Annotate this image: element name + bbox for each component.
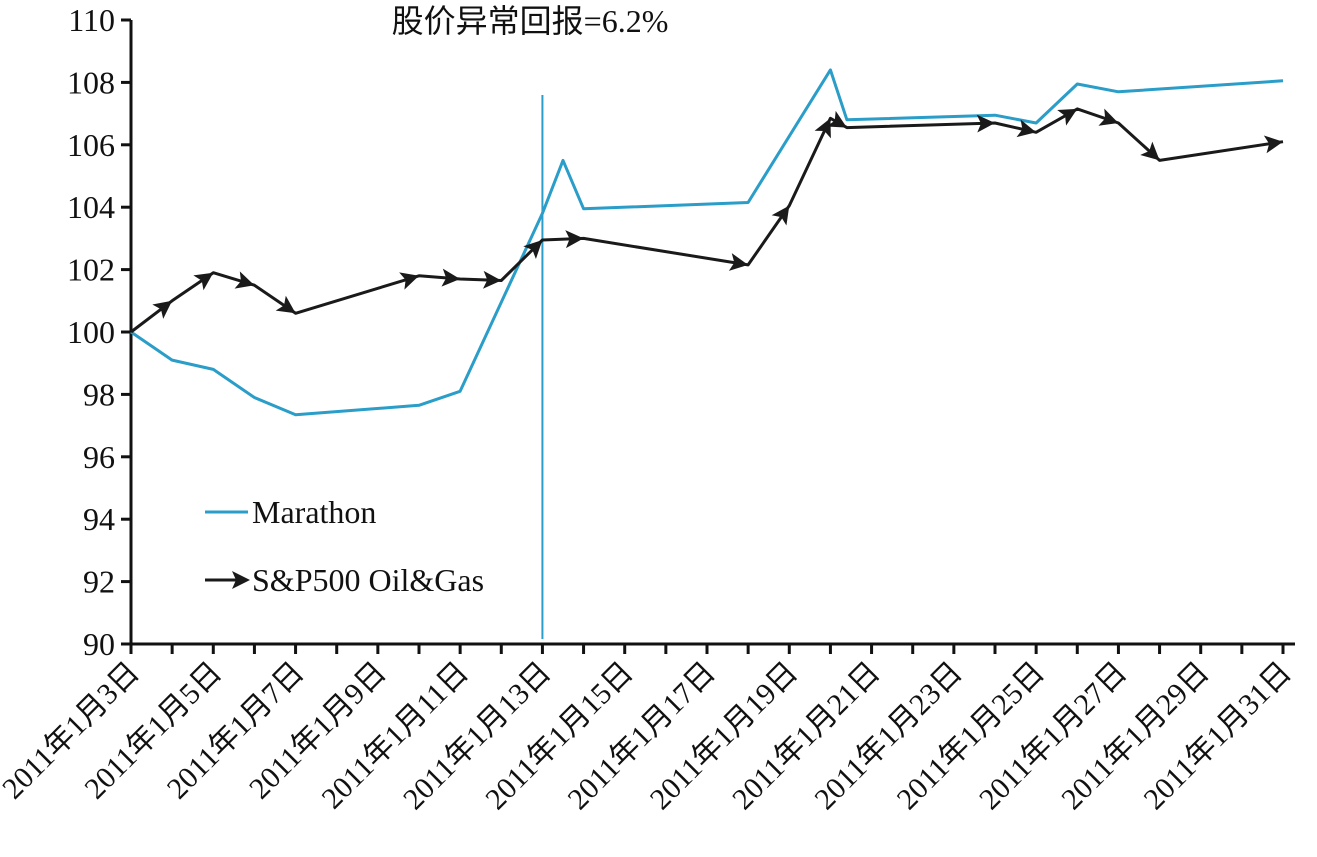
y-tick-label: 98 (83, 376, 115, 412)
series-point-arrow (193, 272, 214, 291)
x-tick-label: 2011年1月13日 (397, 656, 557, 816)
x-tick-label: 2011年1月19日 (644, 656, 804, 816)
series-point-arrow (565, 230, 584, 249)
series-point-arrow (1140, 141, 1160, 161)
series-line-0 (130, 68, 1284, 417)
x-tick-label: 2011年1月23日 (808, 656, 968, 816)
y-tick-label: 104 (67, 189, 115, 225)
series-point-arrow (1098, 108, 1119, 126)
y-tick-label: 90 (83, 626, 115, 662)
series-line-1 (130, 107, 1284, 334)
series-point-arrow (152, 300, 173, 319)
x-tick-label: 2011年1月11日 (315, 656, 475, 816)
series-point-arrow (482, 270, 502, 289)
series-point-arrow (814, 118, 831, 139)
series-point-arrow (441, 268, 461, 287)
y-tick-label: 108 (67, 64, 115, 100)
x-tick-label: 2011年1月21日 (726, 656, 886, 816)
x-axis: 2011年1月3日2011年1月5日2011年1月7日2011年1月9日2011… (0, 642, 1298, 816)
series-point-arrow (399, 272, 419, 290)
y-axis: 90 92 94 96 98 100 102 104 106 108 110 (67, 2, 133, 662)
x-tick-label: 2011年1月31日 (1138, 656, 1298, 816)
legend-swatch-arrow (232, 571, 250, 589)
series-point-arrow (771, 205, 790, 226)
legend-label-sp500-oil-gas: S&P500 Oil&Gas (252, 562, 484, 598)
legend-label-marathon: Marathon (252, 494, 376, 530)
series-point-arrow (728, 253, 749, 271)
y-tick-label: 102 (67, 252, 115, 288)
y-tick-label: 106 (67, 127, 115, 163)
x-tick-label: 2011年1月29日 (1055, 656, 1215, 816)
series-point-arrow (523, 240, 543, 260)
series-point-arrow (976, 114, 995, 133)
series-point-arrow (275, 295, 296, 314)
series-point-arrow (234, 271, 255, 289)
y-tick-label: 96 (83, 439, 115, 475)
abnormal-return-annotation: 股价异常回报=6.2% (392, 3, 669, 39)
y-tick-label: 94 (83, 501, 115, 537)
legend: Marathon S&P500 Oil&Gas (205, 494, 484, 598)
y-tick-label: 92 (83, 564, 115, 600)
x-tick-label: 2011年1月25日 (891, 656, 1051, 816)
x-tick-label: 2011年1月15日 (479, 656, 639, 816)
plot-area (130, 68, 1284, 639)
series-point-arrow (826, 110, 847, 128)
series-point-arrow (1016, 119, 1037, 138)
y-tick-label: 100 (67, 314, 115, 350)
x-tick-label: 2011年1月17日 (562, 656, 722, 816)
series-point-arrow (1057, 108, 1078, 126)
y-tick-label: 110 (68, 2, 115, 38)
x-tick-label: 2011年1月27日 (973, 656, 1133, 816)
series-point-arrow (1263, 135, 1283, 154)
